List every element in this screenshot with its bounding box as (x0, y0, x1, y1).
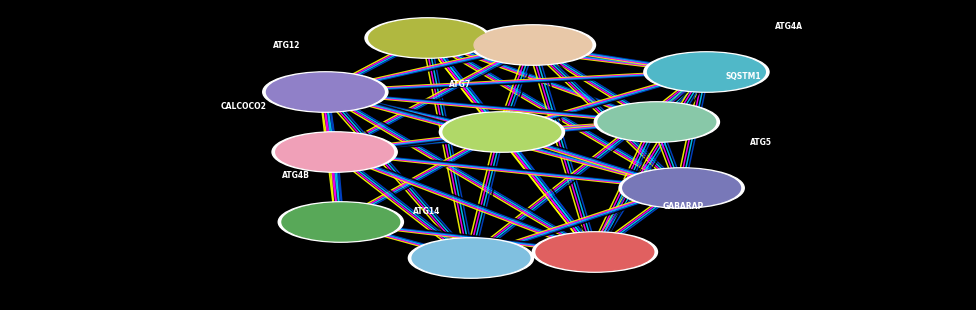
Circle shape (272, 132, 397, 172)
Text: ATG5: ATG5 (750, 138, 772, 147)
Circle shape (594, 102, 719, 142)
Circle shape (644, 52, 769, 92)
Circle shape (266, 73, 385, 111)
Circle shape (278, 202, 403, 242)
Text: CALCOCO2: CALCOCO2 (221, 102, 266, 111)
Circle shape (263, 72, 387, 112)
Circle shape (365, 18, 490, 58)
Circle shape (276, 133, 393, 171)
Circle shape (282, 203, 400, 241)
Text: ATG7: ATG7 (449, 80, 471, 89)
Circle shape (439, 112, 564, 152)
Text: NBR1: NBR1 (595, 0, 618, 2)
Circle shape (598, 103, 715, 141)
Circle shape (412, 239, 530, 277)
Text: SQSTM1: SQSTM1 (725, 72, 760, 81)
Text: GABARAP: GABARAP (663, 202, 705, 211)
Text: ATG14: ATG14 (413, 207, 440, 216)
Circle shape (369, 19, 486, 57)
Circle shape (532, 232, 658, 272)
Text: ATG4A: ATG4A (775, 22, 802, 31)
Text: ATG12: ATG12 (273, 41, 301, 50)
Circle shape (408, 238, 534, 278)
Circle shape (619, 168, 745, 208)
Circle shape (443, 113, 561, 151)
Circle shape (470, 25, 595, 65)
Circle shape (623, 169, 741, 207)
Circle shape (474, 26, 591, 64)
Text: ATG4B: ATG4B (282, 171, 309, 180)
Circle shape (647, 53, 765, 91)
Circle shape (536, 233, 654, 271)
